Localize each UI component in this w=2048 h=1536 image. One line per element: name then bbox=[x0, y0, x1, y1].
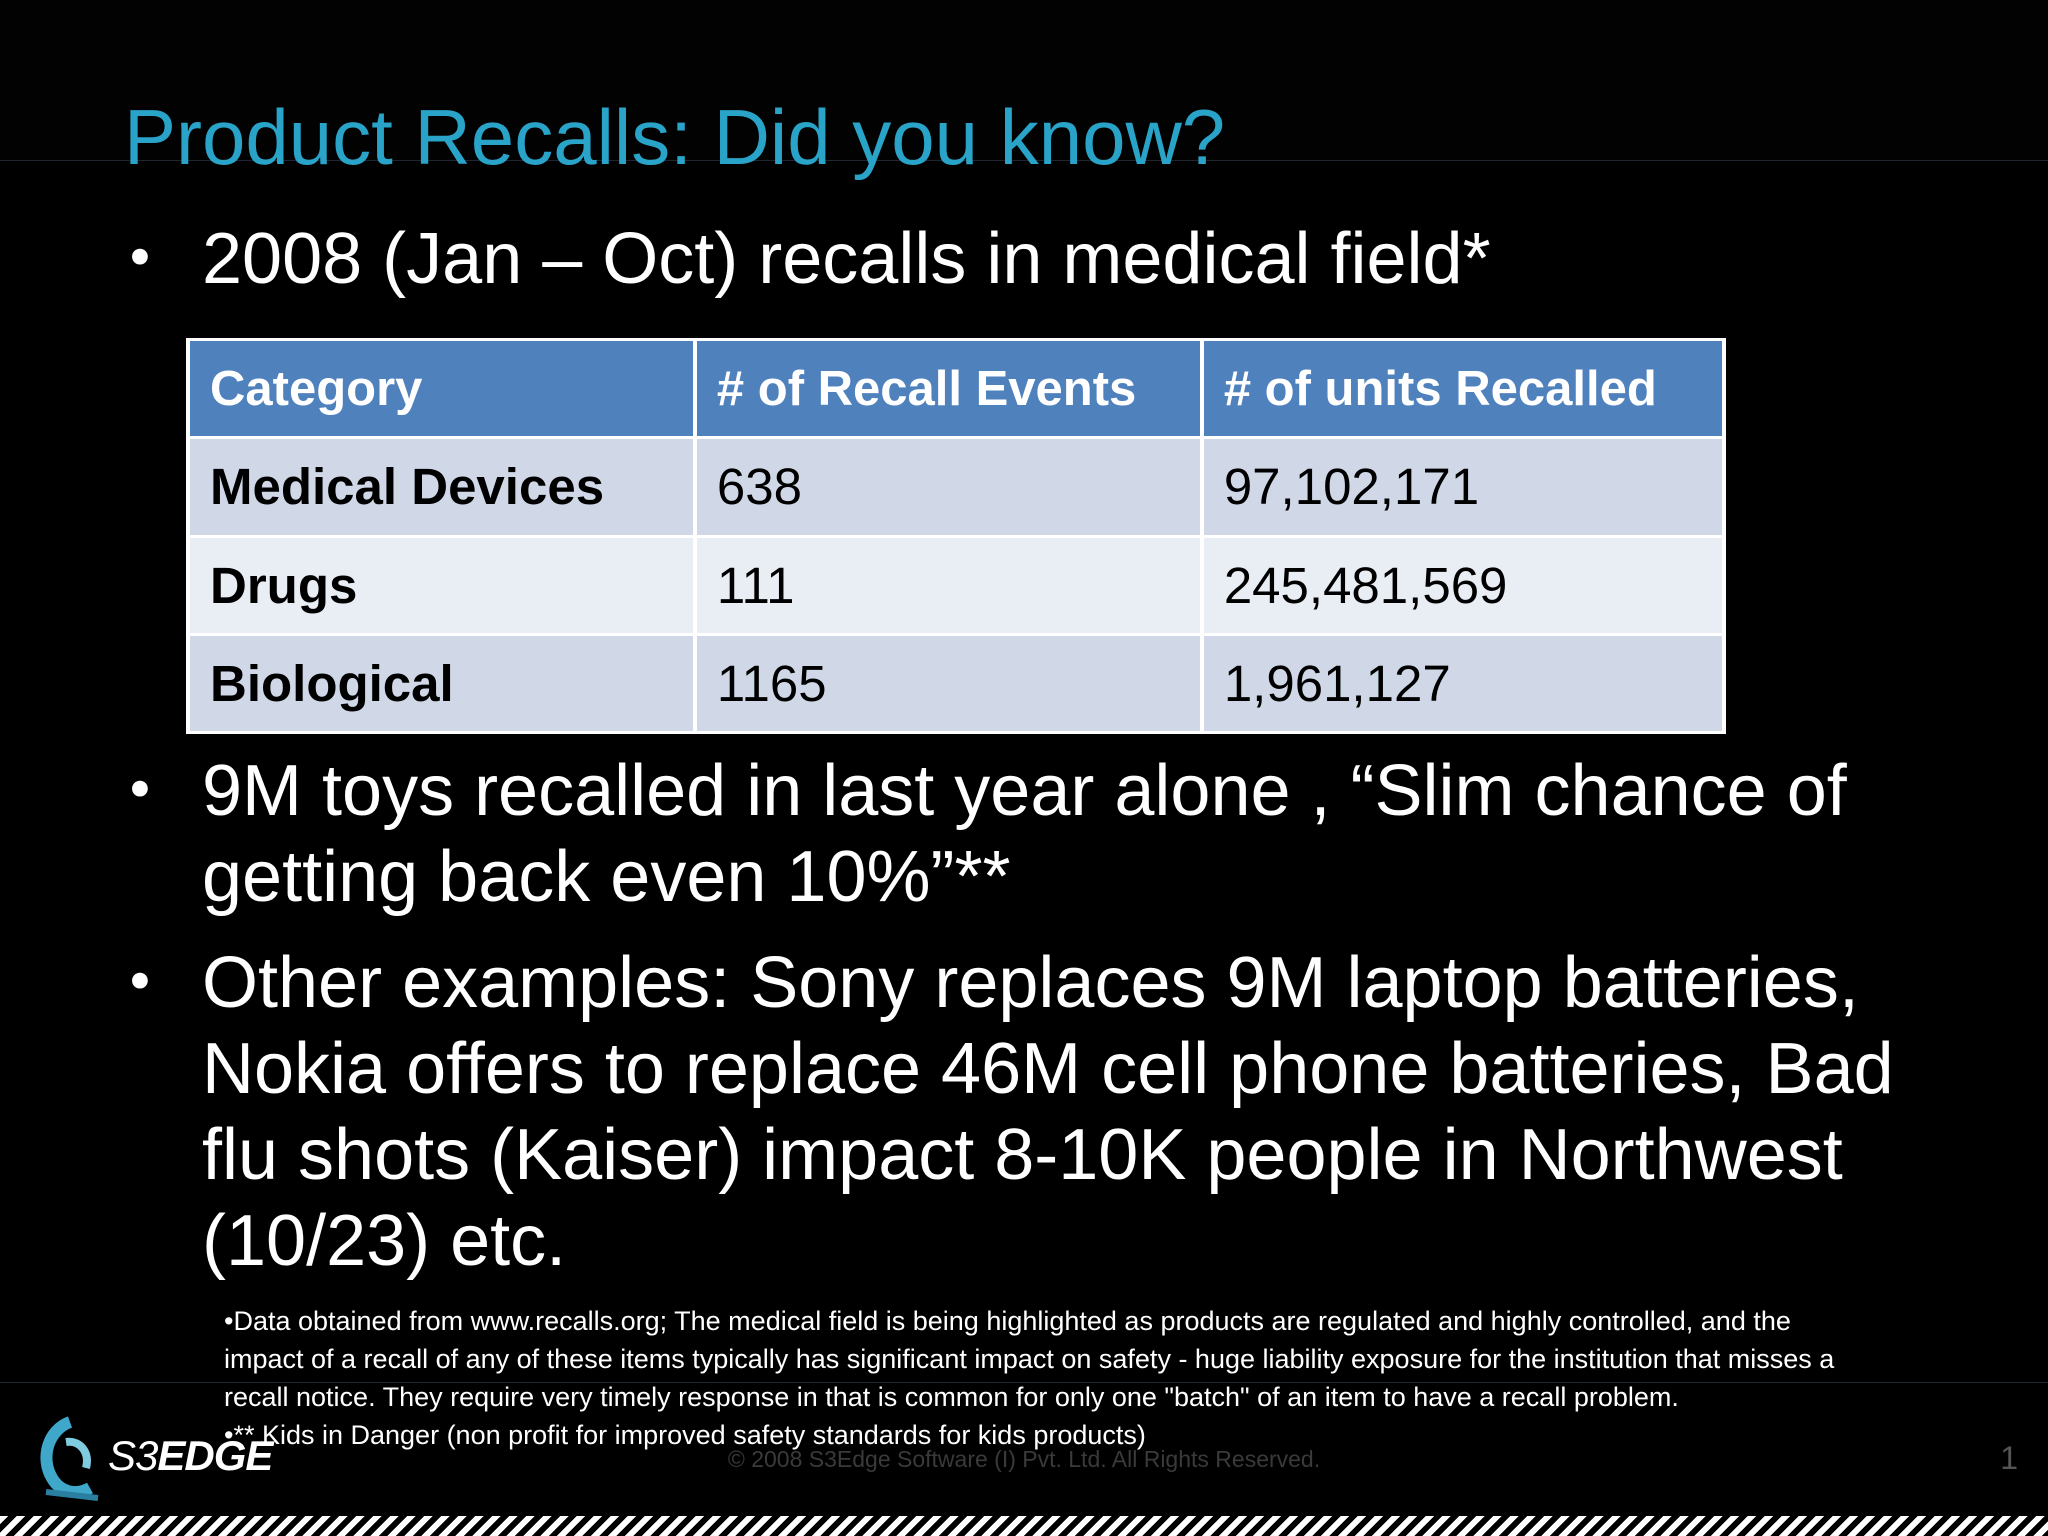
footnote-line: •** Kids in Danger (non profit for impro… bbox=[224, 1420, 1146, 1450]
table-row: Biological 1165 1,961,127 bbox=[190, 635, 1722, 731]
header-units-recalled: # of units Recalled bbox=[1203, 341, 1722, 437]
footnote-line: recall notice. They require very timely … bbox=[224, 1382, 1679, 1412]
cell-recall-events: 638 bbox=[696, 439, 1200, 535]
company-logo: S3EDGE bbox=[36, 1412, 276, 1508]
bullet-text-line1: Other examples: Sony replaces 9M laptop … bbox=[202, 943, 1859, 1023]
bullet-dot-icon: • bbox=[124, 227, 156, 290]
bullet-text-line2: getting back even 10%”** bbox=[202, 837, 1011, 917]
bullet-text-line3: flu shots (Kaiser) impact 8-10K people i… bbox=[202, 1115, 1843, 1195]
bullet-text-line1: 9M toys recalled in last year alone , “S… bbox=[202, 751, 1847, 831]
page-number: 1 bbox=[2000, 1440, 2018, 1476]
footnote-line: impact of a recall of any of these items… bbox=[224, 1344, 1835, 1374]
table-row: Drugs 111 245,481,569 bbox=[190, 537, 1722, 633]
cell-category: Medical Devices bbox=[190, 439, 693, 535]
bullet-dot-icon: • bbox=[124, 951, 156, 1014]
bullet-dot-icon: • bbox=[124, 759, 156, 822]
slide-title: Product Recalls: Did you know? bbox=[124, 93, 1226, 181]
footnote-line: •Data obtained from www.recalls.org; The… bbox=[224, 1306, 1791, 1336]
table-row: Medical Devices 638 97,102,171 bbox=[190, 439, 1722, 535]
bullet-text: 2008 (Jan – Oct) recalls in medical fiel… bbox=[202, 219, 1491, 299]
header-category: Category bbox=[190, 341, 693, 437]
decorative-stripe bbox=[0, 1516, 2048, 1536]
header-recall-events: # of Recall Events bbox=[696, 341, 1200, 437]
footnotes: •Data obtained from www.recalls.org; The… bbox=[224, 1302, 1984, 1454]
cell-category: Drugs bbox=[190, 537, 693, 633]
cell-units-recalled: 245,481,569 bbox=[1203, 537, 1722, 633]
recalls-table-container: Category # of Recall Events # of units R… bbox=[186, 338, 1726, 734]
copyright-text: © 2008 S3Edge Software (I) Pvt. Ltd. All… bbox=[727, 1446, 1321, 1472]
cell-units-recalled: 97,102,171 bbox=[1203, 439, 1722, 535]
title-band bbox=[0, 0, 2048, 161]
footer-band bbox=[0, 1382, 2048, 1503]
cell-units-recalled: 1,961,127 bbox=[1203, 635, 1722, 731]
recalls-table: Category # of Recall Events # of units R… bbox=[186, 338, 1726, 734]
table-header-row: Category # of Recall Events # of units R… bbox=[190, 341, 1722, 437]
bullet-text-line4: (10/23) etc. bbox=[202, 1201, 567, 1281]
cell-category: Biological bbox=[190, 635, 693, 731]
bullet-text-line2: Nokia offers to replace 46M cell phone b… bbox=[202, 1029, 1894, 1109]
logo-swirl-icon bbox=[40, 1416, 99, 1501]
cell-recall-events: 111 bbox=[696, 537, 1200, 633]
logo-wordmark: S3EDGE bbox=[108, 1432, 273, 1479]
cell-recall-events: 1165 bbox=[696, 635, 1200, 731]
